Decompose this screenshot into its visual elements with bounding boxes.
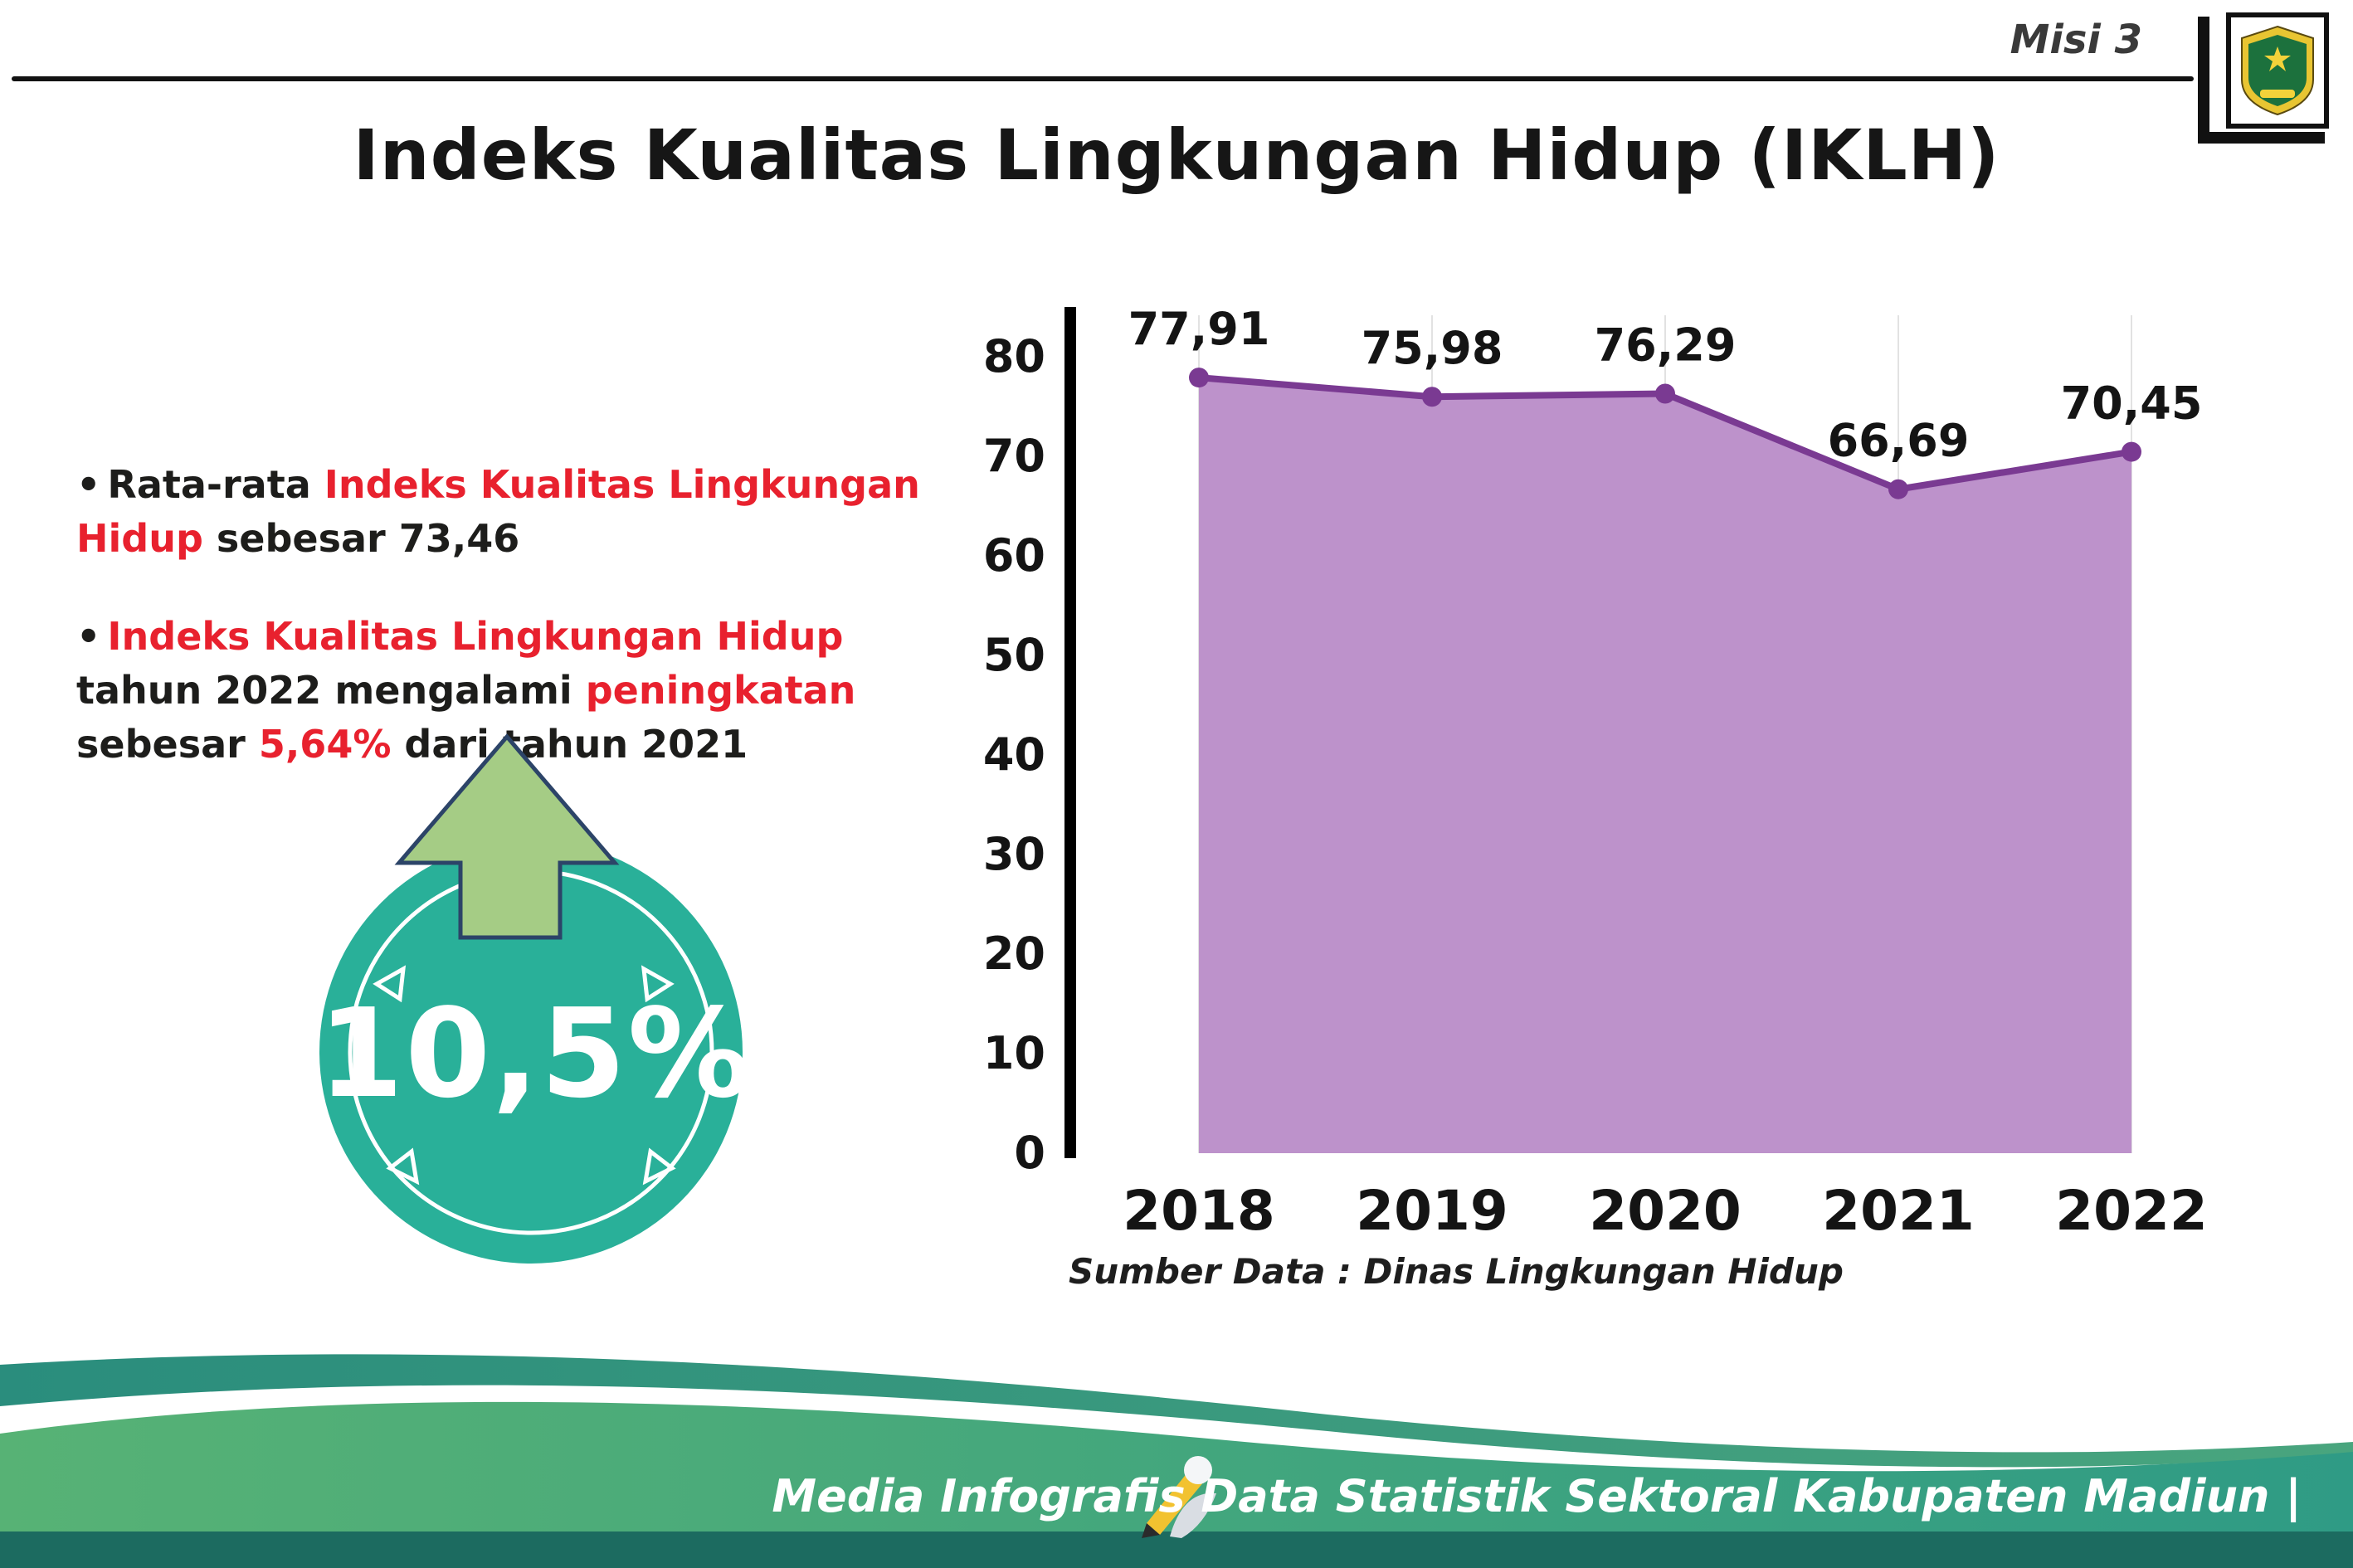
x-tick-label: 2019: [1356, 1179, 1508, 1243]
footer-waves: [0, 1354, 2353, 1568]
data-point: [2122, 441, 2141, 462]
y-tick-label: 10: [983, 1027, 1045, 1079]
mascot-writer-graphic: [1142, 1456, 1216, 1538]
badge-tick-triangles: [373, 965, 676, 1186]
y-tick-label: 30: [983, 828, 1045, 880]
up-arrow-icon: [394, 733, 620, 940]
bullet-item: • Rata-rata Indeks Kualitas Lingkungan Hi…: [76, 458, 968, 567]
y-tick-label: 70: [983, 430, 1045, 482]
value-label: 75,98: [1362, 322, 1503, 374]
page-title: Indeks Kualitas Lingkungan Hidup (IKLH): [353, 114, 2000, 196]
data-point: [1422, 387, 1442, 407]
text-segment: 5,64%: [258, 722, 392, 767]
mascot-writer-icon: [1133, 1442, 1236, 1545]
badge-circle: [319, 840, 743, 1264]
text-segment: Rata-rata: [107, 462, 324, 507]
logo-shield-inner: [2248, 35, 2307, 106]
x-tick-label: 2021: [1822, 1179, 1975, 1243]
y-tick-label: 40: [983, 728, 1045, 781]
x-tick-label: 2018: [1123, 1179, 1275, 1243]
kabupaten-madiun-logo: [2195, 10, 2331, 146]
text-segment: Indeks Kualitas Lingkungan Hidup: [107, 613, 844, 659]
data-source: Sumber Data : Dinas Lingkungan Hidup: [1069, 1251, 1844, 1292]
text-segment: peningkatan: [585, 667, 856, 713]
text-segment: sebesar 73,46: [202, 516, 520, 562]
mascot-body: [1170, 1493, 1216, 1538]
y-tick-label: 20: [983, 928, 1045, 980]
mascot-head: [1184, 1456, 1212, 1484]
logo-frame: [2198, 17, 2325, 144]
increase-badge: 10,5%: [314, 720, 757, 1293]
text-segment: dari tahun 2021: [391, 722, 748, 767]
footer-caption: Media Infografis Data Statistik Sektoral…: [772, 1470, 2302, 1522]
text-segment: tahun 2022 mengalami: [76, 667, 586, 713]
iklh-area-chart: 77,91 75,98 76,29 66,69 70,45 0 10 20 30 40 50 60 70…: [983, 303, 2208, 1243]
increase-badge-graphic: [319, 733, 743, 1264]
y-tick-label: 80: [983, 330, 1045, 382]
y-tick-label: 60: [983, 529, 1045, 582]
summary-bullets: • Rata-rata Indeks Kualitas Lingkungan Hi…: [76, 458, 968, 816]
footer-bottom-strip: [0, 1531, 2353, 1568]
bullet-item: • Indeks Kualitas Lingkungan Hidup tahun …: [76, 610, 968, 772]
value-label: 70,45: [2061, 377, 2203, 430]
pencil-tip: [1142, 1523, 1160, 1538]
data-point: [1189, 368, 1209, 388]
increase-percentage: 10,5%: [318, 982, 753, 1125]
bullet-dot: •: [76, 462, 101, 507]
misi-label: Misi 3: [2010, 17, 2142, 63]
logo-star: [2264, 46, 2291, 71]
header-divider: [12, 76, 2194, 81]
x-tick-label: 2020: [1589, 1179, 1742, 1243]
bullet-dot: •: [76, 613, 101, 659]
data-point: [1655, 383, 1675, 404]
value-label: 66,69: [1828, 415, 1970, 467]
y-axis-line: [1064, 307, 1076, 1158]
kabupaten-madiun-logo-graphic: [2198, 12, 2329, 144]
y-tick-label: 0: [1014, 1127, 1045, 1179]
text-segment: Indeks Kualitas Lingkungan Hidup: [76, 462, 920, 562]
area-fill: [1199, 377, 2131, 1153]
logo-banner: [2260, 90, 2295, 98]
footer-wave-main: [0, 1401, 2353, 1568]
y-tick-label: 50: [983, 629, 1045, 681]
value-label: 77,91: [1128, 303, 1270, 355]
text-segment: sebesar: [76, 722, 259, 767]
data-point: [1888, 479, 1908, 499]
x-tick-label: 2022: [2055, 1179, 2208, 1243]
value-label: 76,29: [1595, 319, 1737, 372]
iklh-chart: 77,91 75,98 76,29 66,69 70,45 0 10 20 30 40 50 60 70…: [979, 282, 2273, 1278]
